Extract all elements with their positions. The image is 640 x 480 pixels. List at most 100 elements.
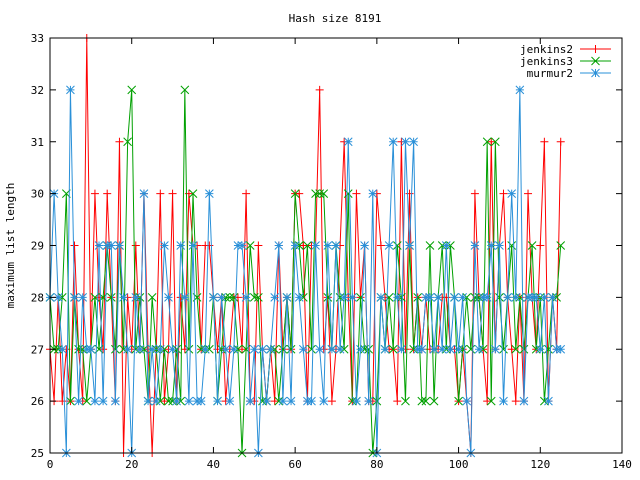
data-point-murmur2 bbox=[221, 344, 231, 354]
series-murmur2 bbox=[45, 85, 566, 458]
y-tick-label: 26 bbox=[31, 395, 44, 408]
data-point-murmur2 bbox=[184, 396, 194, 406]
data-point-jenkins2 bbox=[295, 189, 304, 198]
data-point-jenkins3 bbox=[78, 344, 88, 354]
data-point-murmur2 bbox=[172, 396, 182, 406]
data-point-jenkins2 bbox=[270, 397, 279, 406]
data-point-jenkins3 bbox=[425, 241, 435, 250]
x-tick-label: 140 bbox=[612, 458, 632, 471]
data-point-jenkins2 bbox=[58, 397, 67, 406]
data-point-jenkins3 bbox=[552, 293, 561, 302]
data-point-jenkins3 bbox=[384, 293, 394, 302]
data-point-murmur2 bbox=[298, 344, 308, 354]
data-point-jenkins2 bbox=[160, 397, 169, 406]
data-point-jenkins2 bbox=[376, 241, 385, 250]
data-point-murmur2 bbox=[495, 241, 504, 250]
data-point-murmur2 bbox=[290, 241, 300, 250]
data-point-murmur2 bbox=[168, 344, 177, 354]
data-point-jenkins3 bbox=[441, 344, 451, 354]
data-point-jenkins3 bbox=[519, 344, 529, 354]
x-tick-label: 0 bbox=[47, 458, 54, 471]
data-point-murmur2 bbox=[368, 189, 378, 198]
data-point-murmur2 bbox=[151, 396, 161, 406]
data-point-murmur2 bbox=[86, 344, 96, 354]
plot-series bbox=[45, 34, 566, 458]
data-point-murmur2 bbox=[458, 293, 468, 302]
data-point-murmur2 bbox=[339, 293, 349, 302]
data-point-jenkins2 bbox=[238, 345, 247, 354]
data-point-murmur2 bbox=[327, 344, 337, 354]
data-point-jenkins3 bbox=[544, 344, 553, 354]
data-point-jenkins3 bbox=[454, 396, 463, 406]
data-point-murmur2 bbox=[478, 293, 488, 302]
data-point-jenkins3 bbox=[57, 293, 67, 302]
data-point-jenkins2 bbox=[168, 189, 177, 198]
y-tick-label: 30 bbox=[31, 188, 44, 201]
data-point-murmur2 bbox=[397, 344, 406, 354]
data-point-murmur2 bbox=[425, 293, 435, 302]
data-point-murmur2 bbox=[552, 344, 561, 354]
data-point-jenkins3 bbox=[429, 396, 439, 406]
data-point-jenkins3 bbox=[486, 396, 496, 406]
legend-item-murmur2: murmur2 bbox=[527, 67, 611, 80]
data-point-murmur2 bbox=[286, 396, 296, 406]
data-point-murmur2 bbox=[119, 293, 128, 302]
chart-title: Hash size 8191 bbox=[289, 12, 382, 25]
data-point-murmur2 bbox=[266, 344, 275, 354]
data-point-jenkins3 bbox=[274, 396, 284, 406]
data-point-jenkins3 bbox=[294, 241, 304, 250]
data-point-jenkins3 bbox=[172, 344, 182, 354]
data-point-jenkins2 bbox=[99, 345, 108, 354]
x-tick-label: 100 bbox=[449, 458, 469, 471]
data-point-jenkins2 bbox=[540, 137, 549, 146]
data-point-jenkins3 bbox=[106, 293, 116, 302]
data-point-murmur2 bbox=[278, 396, 288, 406]
data-point-murmur2 bbox=[531, 293, 541, 302]
data-point-murmur2 bbox=[511, 293, 521, 302]
data-point-jenkins3 bbox=[474, 293, 484, 302]
data-point-murmur2 bbox=[499, 396, 508, 406]
data-point-jenkins3 bbox=[233, 344, 243, 354]
data-point-jenkins3 bbox=[478, 344, 488, 354]
data-point-jenkins3 bbox=[372, 396, 382, 406]
data-point-murmur2 bbox=[405, 241, 414, 250]
data-point-jenkins2 bbox=[299, 241, 308, 250]
data-point-murmur2 bbox=[347, 293, 357, 302]
data-point-jenkins3 bbox=[527, 241, 537, 250]
data-point-jenkins2 bbox=[327, 397, 336, 406]
data-point-murmur2 bbox=[53, 293, 63, 302]
data-point-jenkins3 bbox=[147, 293, 157, 302]
data-point-murmur2 bbox=[98, 396, 108, 406]
data-point-murmur2 bbox=[413, 344, 423, 354]
data-point-jenkins2 bbox=[233, 293, 242, 302]
data-point-jenkins2 bbox=[131, 241, 140, 250]
data-point-jenkins3 bbox=[446, 241, 455, 250]
data-point-jenkins2 bbox=[499, 189, 508, 198]
data-point-murmur2 bbox=[294, 293, 304, 302]
data-point-jenkins2 bbox=[507, 345, 516, 354]
x-tick-label: 120 bbox=[530, 458, 550, 471]
data-point-murmur2 bbox=[74, 396, 83, 406]
data-point-jenkins2 bbox=[213, 345, 222, 354]
data-point-jenkins3 bbox=[82, 396, 92, 406]
data-point-jenkins2 bbox=[70, 241, 79, 250]
x-tick-label: 20 bbox=[125, 458, 138, 471]
data-point-murmur2 bbox=[527, 293, 537, 302]
data-point-jenkins3 bbox=[204, 344, 214, 354]
data-point-murmur2 bbox=[102, 241, 112, 250]
x-tick-label: 40 bbox=[207, 458, 220, 471]
data-point-jenkins3 bbox=[254, 293, 263, 302]
data-point-jenkins3 bbox=[270, 344, 280, 354]
data-point-murmur2 bbox=[274, 241, 284, 250]
data-point-jenkins2 bbox=[470, 189, 479, 198]
data-point-jenkins3 bbox=[249, 293, 259, 302]
data-point-jenkins2 bbox=[536, 241, 545, 250]
data-point-murmur2 bbox=[70, 293, 79, 302]
data-point-murmur2 bbox=[507, 189, 517, 198]
legend-label: jenkins2 bbox=[520, 43, 573, 56]
y-tick-label: 25 bbox=[31, 447, 44, 460]
data-point-murmur2 bbox=[90, 396, 100, 406]
data-point-jenkins2 bbox=[205, 241, 214, 250]
